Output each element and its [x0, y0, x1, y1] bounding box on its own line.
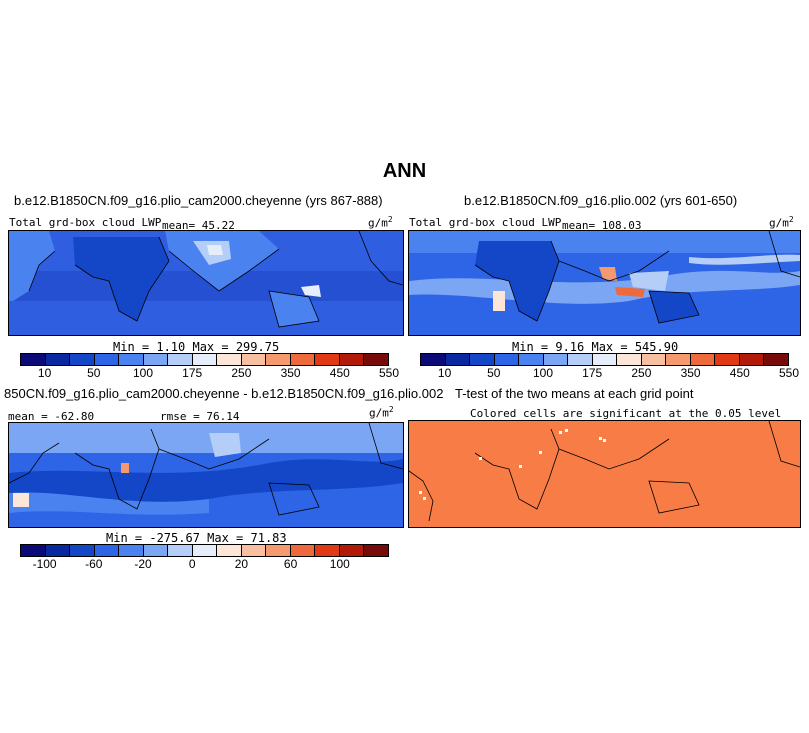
colorbar-tick-label: 10 [437, 366, 452, 380]
panel-title-bottom-right: T-test of the two means at each grid poi… [455, 386, 694, 401]
colorbar-ticks-top-left: 10 50 100 175 250 350 450 550 [20, 366, 399, 380]
units-label-top-left: g/m2 [368, 215, 393, 230]
colorbar-swatch [45, 545, 71, 556]
variable-label-top-right: Total grd-box cloud LWP [409, 216, 562, 229]
colorbar-swatch [241, 545, 267, 556]
colorbar-swatch [315, 354, 340, 365]
colorbar-swatch [739, 354, 765, 365]
colorbar-swatch [666, 354, 691, 365]
colorbar-tick-label: 175 [182, 366, 203, 380]
colorbar-swatch [315, 545, 340, 556]
colorbar-tick-label: 100 [532, 366, 554, 380]
colorbar-tick-label: 550 [378, 366, 400, 380]
colorbar-bottom-left [20, 544, 389, 557]
colorbar-tick-label: 250 [231, 366, 252, 380]
colorbar-tick-label: 100 [329, 557, 350, 571]
colorbar-tick-label: 100 [132, 366, 154, 380]
colorbar-swatch [70, 545, 95, 556]
colorbar-swatch [519, 354, 544, 365]
colorbar-swatch [192, 545, 218, 556]
colorbar-tick-label: 20 [234, 557, 249, 571]
map-top-right [408, 230, 801, 336]
mean-label-bottom-left: mean = -62.80 [8, 410, 95, 423]
colorbar-swatch [21, 354, 46, 365]
colorbar-tick-label: 175 [582, 366, 603, 380]
colorbar-swatch [641, 354, 667, 365]
panel-title-top-left: b.e12.B1850CN.f09_g16.plio_cam2000.cheye… [14, 193, 383, 208]
map-top-left [8, 230, 404, 336]
colorbar-swatch [715, 354, 740, 365]
colorbar-swatch [143, 354, 169, 365]
colorbar-swatch [266, 545, 291, 556]
colorbar-tick-label: 10 [37, 366, 52, 380]
colorbar-ticks-bottom-left: -100 -60 -20 0 20 60 100 [20, 557, 389, 571]
colorbar-swatch [192, 354, 218, 365]
colorbar-tick-label: 350 [680, 366, 701, 380]
colorbar-swatch [617, 354, 642, 365]
colorbar-swatch [592, 354, 618, 365]
minmax-top-right: Min = 9.16 Max = 545.90 [512, 340, 679, 354]
colorbar-swatch [168, 545, 193, 556]
colorbar-tick-label: 250 [631, 366, 652, 380]
colorbar-tick-label: 550 [778, 366, 800, 380]
colorbar-tick-label: -20 [134, 557, 152, 571]
colorbar-swatch [119, 545, 144, 556]
colorbar-swatch [690, 354, 716, 365]
colorbar-ticks-top-right: 10 50 100 175 250 350 450 550 [420, 366, 799, 380]
figure-title: ANN [382, 160, 427, 182]
colorbar-swatch [168, 354, 193, 365]
units-label-bottom-left: g/m2 [369, 405, 394, 420]
mean-label-top-right: mean= 108.03 [562, 219, 642, 232]
colorbar-swatch [143, 545, 169, 556]
colorbar-swatch [94, 354, 120, 365]
colorbar-swatch [119, 354, 144, 365]
colorbar-swatch [94, 545, 120, 556]
colorbar-swatch [543, 354, 569, 365]
colorbar-swatch [339, 354, 365, 365]
colorbar-swatch [494, 354, 520, 365]
colorbar-swatch [339, 545, 365, 556]
colorbar-swatch [45, 354, 71, 365]
colorbar-top-right [420, 353, 789, 366]
colorbar-swatch [70, 354, 95, 365]
minmax-top-left: Min = 1.10 Max = 299.75 [113, 340, 280, 354]
colorbar-swatch [445, 354, 471, 365]
colorbar-tick-label: 50 [87, 366, 101, 380]
colorbar-swatch [568, 354, 593, 365]
colorbar-tick-label: 0 [188, 557, 196, 571]
panel-subtitle-bottom-right: Colored cells are significant at the 0.0… [470, 407, 782, 420]
colorbar-tick-label: 450 [329, 366, 350, 380]
colorbar-tick-label: 50 [487, 366, 501, 380]
colorbar-tick-label: -100 [32, 557, 57, 571]
colorbar-swatch [266, 354, 291, 365]
colorbar-swatch [290, 354, 316, 365]
colorbar-swatch [241, 354, 267, 365]
map-bottom-left [8, 422, 404, 528]
minmax-bottom-left: Min = -275.67 Max = 71.83 [106, 531, 287, 545]
colorbar-tick-label: -60 [85, 557, 103, 571]
colorbar-swatch [290, 545, 316, 556]
colorbar-top-left [20, 353, 389, 366]
colorbar-tick-label: 450 [729, 366, 750, 380]
rmse-label-bottom-left: rmse = 76.14 [160, 410, 240, 423]
colorbar-swatch [217, 545, 242, 556]
mean-label-top-left: mean= 45.22 [162, 219, 235, 232]
colorbar-swatch [21, 545, 46, 556]
colorbar-tick-label: 350 [280, 366, 301, 380]
variable-label-top-left: Total grd-box cloud LWP [9, 216, 162, 229]
map-bottom-right [408, 420, 801, 528]
colorbar-swatch [364, 545, 388, 556]
panel-title-top-right: b.e12.B1850CN.f09_g16.plio.002 (yrs 601-… [464, 193, 738, 208]
panel-title-bottom-left: 850CN.f09_g16.plio_cam2000.cheyenne - b.… [4, 386, 444, 401]
colorbar-swatch [421, 354, 446, 365]
colorbar-swatch [217, 354, 242, 365]
colorbar-swatch [364, 354, 388, 365]
units-label-top-right: g/m2 [769, 215, 794, 230]
colorbar-swatch [470, 354, 495, 365]
colorbar-swatch [764, 354, 788, 365]
colorbar-tick-label: 60 [283, 557, 298, 571]
